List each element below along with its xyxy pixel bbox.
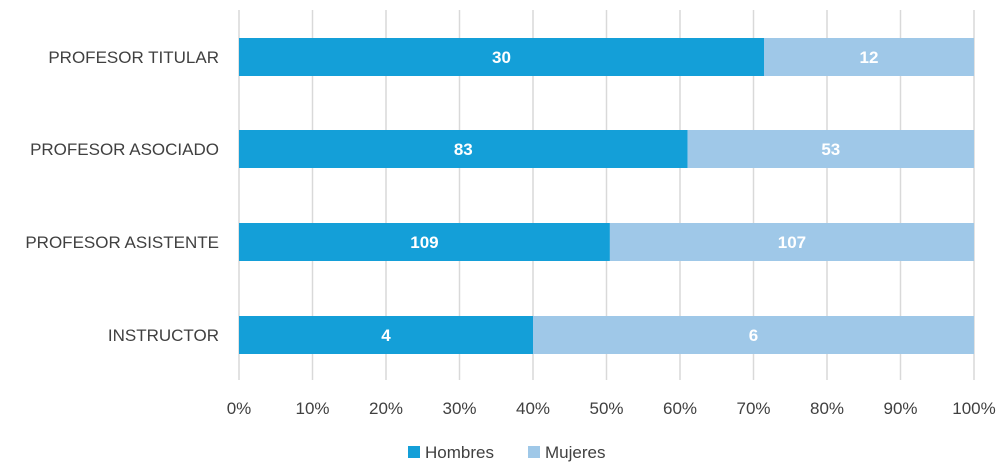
data-label: 83: [454, 140, 473, 159]
category-label: PROFESOR ASOCIADO: [30, 140, 219, 159]
x-tick-label: 0%: [227, 399, 252, 418]
x-tick-label: 10%: [295, 399, 329, 418]
legend-label: Mujeres: [545, 443, 605, 462]
data-label: 6: [749, 326, 758, 345]
bar-segment-hombres: [239, 130, 688, 168]
bar-segment-mujeres: [533, 316, 974, 354]
bar-segment-hombres: [239, 223, 610, 261]
legend: Hombres Mujeres: [408, 443, 605, 462]
x-tick-label: 40%: [516, 399, 550, 418]
x-tick-label: 90%: [883, 399, 917, 418]
data-label: 4: [381, 326, 391, 345]
bar-segment-hombres: [239, 38, 764, 76]
bars: 30 12 83 53 109 107 4 6: [239, 38, 974, 354]
data-label: 53: [821, 140, 840, 159]
category-label: INSTRUCTOR: [108, 326, 219, 345]
bar-segment-mujeres: [687, 130, 974, 168]
x-tick-label: 30%: [442, 399, 476, 418]
x-tick-label: 50%: [589, 399, 623, 418]
data-label: 107: [778, 233, 806, 252]
x-tick-label: 100%: [952, 399, 995, 418]
data-label: 30: [492, 48, 511, 67]
x-tick-label: 60%: [663, 399, 697, 418]
x-axis-tick-labels: 0% 10% 20% 30% 40% 50% 60% 70% 80% 90% 100%: [227, 399, 996, 418]
category-label: PROFESOR ASISTENTE: [25, 233, 219, 252]
bar-segment-mujeres: [764, 38, 974, 76]
legend-swatch: [408, 446, 420, 458]
data-label: 12: [860, 48, 879, 67]
x-tick-label: 70%: [736, 399, 770, 418]
x-tick-label: 80%: [810, 399, 844, 418]
legend-label: Hombres: [425, 443, 494, 462]
category-label: PROFESOR TITULAR: [48, 48, 219, 67]
bar-segment-hombres: [239, 316, 533, 354]
data-label: 109: [410, 233, 438, 252]
category-labels: PROFESOR TITULAR PROFESOR ASOCIADO PROFESO…: [25, 48, 219, 345]
legend-swatch: [528, 446, 540, 458]
bar-segment-mujeres: [609, 223, 974, 261]
x-tick-label: 20%: [369, 399, 403, 418]
